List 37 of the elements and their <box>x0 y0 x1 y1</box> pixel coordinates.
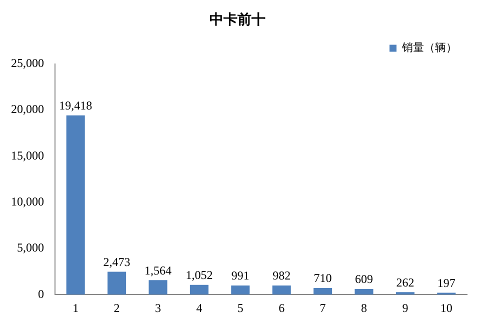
data-label: 19,418 <box>59 98 92 112</box>
x-tick-label: 3 <box>155 300 161 315</box>
data-label: 991 <box>231 268 250 283</box>
data-label: 1,564 <box>144 263 172 278</box>
x-tick-label: 2 <box>114 300 120 315</box>
y-tick-label: 5,000 <box>17 240 44 255</box>
bar <box>190 284 208 295</box>
y-tick-label: 10,000 <box>11 194 44 208</box>
x-tick-label: 9 <box>402 300 408 315</box>
y-tick-label: 25,000 <box>11 56 44 70</box>
bar <box>108 272 126 295</box>
data-label: 2,473 <box>103 254 130 269</box>
y-tick-label: 15,000 <box>11 148 44 162</box>
y-tick-label: 0 <box>38 286 44 301</box>
bar <box>396 292 414 295</box>
x-tick-label: 6 <box>278 300 285 315</box>
data-label: 609 <box>355 272 373 286</box>
x-tick-label: 10 <box>440 300 452 315</box>
bar <box>272 286 291 295</box>
data-label: 1,052 <box>186 268 213 282</box>
data-label: 710 <box>314 271 332 286</box>
bar <box>148 280 168 295</box>
bar <box>314 288 332 295</box>
bar <box>231 285 250 295</box>
bar <box>66 115 85 295</box>
y-tick-label: 20,000 <box>11 102 44 116</box>
x-tick-label: 7 <box>320 300 326 315</box>
x-tick-label: 5 <box>237 300 244 315</box>
data-label: 262 <box>396 275 414 290</box>
x-tick-label: 8 <box>361 300 367 315</box>
data-label: 982 <box>272 268 291 283</box>
x-tick-label: 4 <box>196 300 202 315</box>
legend-label: 销量（辆） <box>401 41 457 54</box>
data-label: 197 <box>437 276 456 290</box>
bar <box>354 288 374 295</box>
chart-title: 中卡前十 <box>210 12 266 28</box>
x-tick-label: 1 <box>72 300 79 315</box>
